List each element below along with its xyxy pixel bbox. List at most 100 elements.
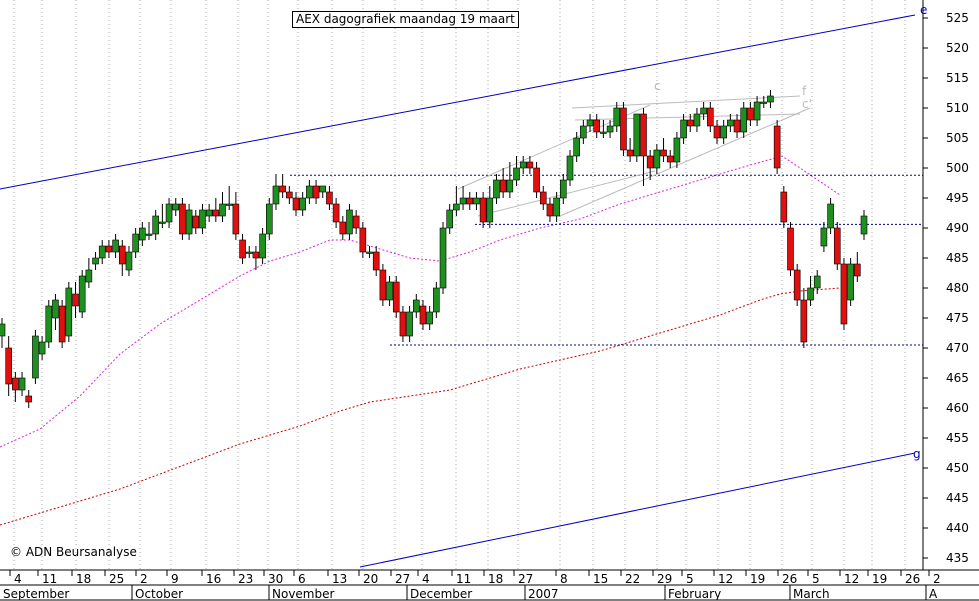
candle-down [780, 191, 788, 223]
candle-up [720, 125, 727, 139]
candle-down [72, 293, 79, 307]
x-tick-label: 18 [488, 572, 503, 586]
candle-up [513, 167, 520, 181]
candle-up [727, 119, 734, 127]
x-tick-label: 18 [76, 572, 91, 586]
x-tick-label: 20 [363, 572, 378, 586]
y-tick-label: 480 [946, 281, 969, 295]
candle-down [646, 155, 654, 169]
candle-up [306, 185, 313, 199]
x-tick-label: 16 [206, 572, 221, 586]
month-label: March [793, 587, 830, 601]
candle-up [506, 179, 514, 193]
candle-up [820, 227, 828, 247]
candle-up [92, 257, 99, 265]
candle-up [45, 305, 53, 343]
candle-up [633, 113, 641, 157]
candle-up [265, 203, 273, 235]
x-tick-label: 13 [332, 572, 347, 586]
candle-down [399, 311, 407, 337]
x-tick-label: 26 [905, 572, 920, 586]
candle-down [854, 263, 861, 277]
candle-down [533, 167, 540, 193]
candle-up [98, 245, 106, 259]
candle-down [747, 107, 754, 121]
candle-up [693, 113, 701, 127]
candle-up [319, 185, 327, 193]
x-tick-label: 8 [560, 572, 568, 586]
candle-down [640, 113, 647, 157]
candle-up [32, 335, 39, 379]
x-tick-label: 9 [171, 572, 179, 586]
candle-up [125, 251, 133, 271]
candle-up [145, 233, 153, 236]
candle-up [386, 281, 393, 301]
candle-down [546, 203, 554, 217]
month-label: February [668, 587, 721, 601]
candle-up [406, 311, 413, 337]
candle-down [105, 245, 113, 253]
candle-down [686, 119, 694, 127]
y-tick-label: 475 [946, 311, 969, 325]
annotation-label: c' [802, 97, 812, 111]
y-tick-label: 515 [946, 71, 969, 85]
candle-up [553, 197, 560, 217]
x-tick-label: 27 [518, 572, 533, 586]
trend-line [559, 107, 811, 217]
month-label: A [929, 587, 938, 601]
annotation-label: g [913, 447, 921, 461]
candle-up [139, 227, 146, 241]
candle-up [586, 119, 594, 127]
chart-title: AEX dagografiek maandag 19 maart [292, 11, 519, 28]
x-tick-label: 29 [657, 572, 672, 586]
candle-down [787, 227, 794, 271]
y-tick-label: 500 [946, 161, 969, 175]
month-label: October [135, 587, 183, 601]
candle-up [225, 203, 233, 206]
x-tick-label: 15 [593, 572, 608, 586]
candle-down [339, 221, 347, 235]
candle-down [372, 251, 380, 271]
y-tick-label: 435 [946, 551, 969, 565]
candle-up [199, 209, 206, 229]
candle-up [767, 95, 774, 103]
x-tick-label: 5 [686, 572, 694, 586]
candle-up [112, 239, 119, 253]
candle-down [713, 125, 721, 139]
candle-down [620, 107, 627, 151]
candle-down [840, 263, 848, 325]
x-tick-label: 11 [42, 572, 57, 586]
candle-up [493, 179, 500, 199]
candle-up [219, 203, 226, 217]
candle-down [192, 215, 200, 229]
candle-up [573, 137, 580, 157]
candle-up [740, 107, 748, 133]
candle-up [132, 233, 139, 253]
candle-up [600, 131, 607, 134]
candle-up [165, 203, 173, 223]
y-tick-label: 440 [946, 521, 969, 535]
y-tick-label: 445 [946, 491, 969, 505]
trend-line [0, 14, 916, 190]
y-tick-label: 495 [946, 191, 969, 205]
candle-up [366, 251, 373, 254]
candle-down [526, 161, 534, 169]
candle-up [433, 287, 440, 313]
candle-up [185, 209, 193, 235]
candle-up [560, 179, 567, 199]
support-resistance-levels [290, 174, 923, 346]
candle-up [78, 275, 86, 313]
candle-down [332, 203, 340, 223]
candle-up [680, 119, 687, 139]
candle-down [232, 203, 240, 235]
candle-up [453, 203, 460, 211]
candle-up [259, 233, 266, 259]
candle-down [25, 395, 33, 403]
moving-average-line [0, 155, 841, 448]
candle-up [346, 209, 353, 235]
candle-up [172, 203, 180, 211]
candle-up [847, 263, 854, 301]
candle-up [85, 269, 93, 283]
candle-up [606, 125, 614, 133]
